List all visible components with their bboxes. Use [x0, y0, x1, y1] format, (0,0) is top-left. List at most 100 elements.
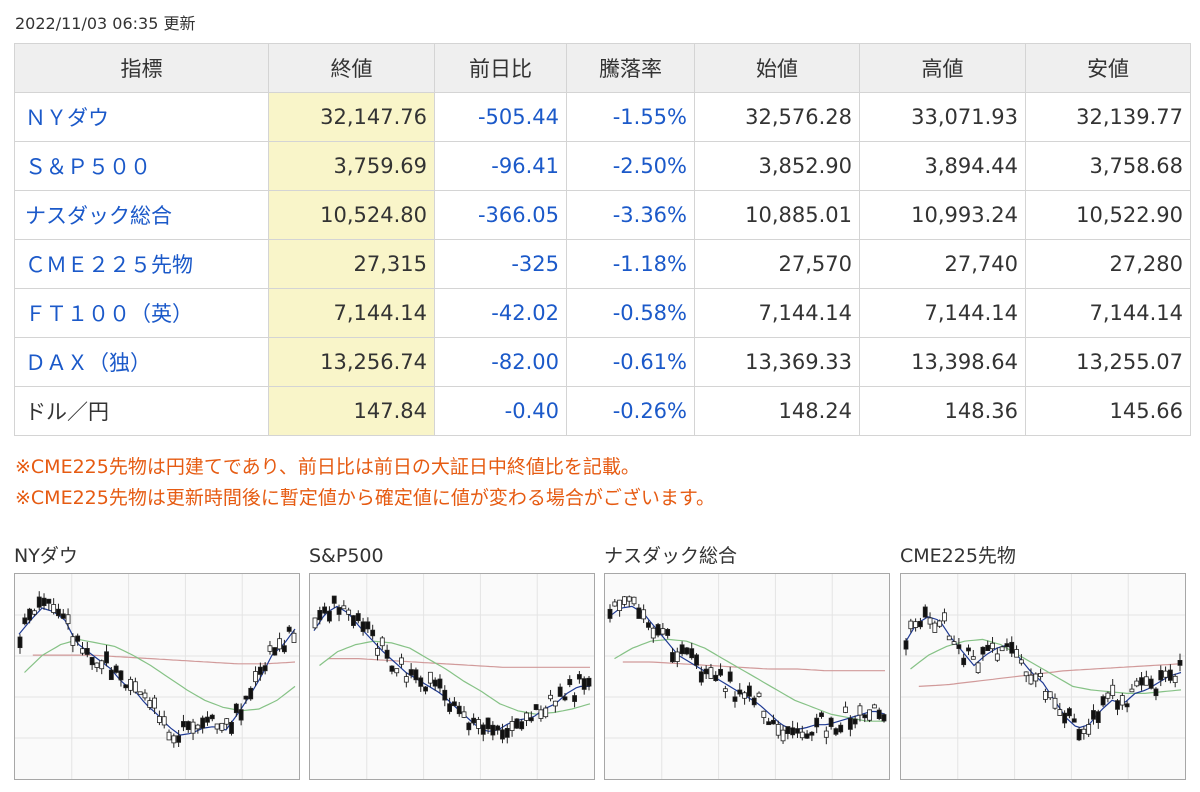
change-value: -505.44 [434, 92, 567, 142]
candle-up [166, 731, 172, 741]
candle-up [214, 723, 220, 730]
candle-down [89, 657, 95, 666]
candle-down [336, 607, 342, 615]
chart-cme225[interactable]: CME225先物 [900, 543, 1187, 780]
candle-up [660, 628, 666, 635]
index-link-dax[interactable]: ＤＡＸ（独） [14, 337, 269, 387]
candle-down [956, 644, 962, 649]
candle-down [286, 626, 292, 632]
close-value: 10,524.80 [268, 190, 435, 240]
index-link-sp500[interactable]: Ｓ＆Ｐ５００ [14, 141, 269, 191]
candle-up [857, 705, 863, 716]
candlestick-chart[interactable] [901, 574, 1185, 779]
close-value: 147.84 [268, 386, 435, 436]
candle-up [927, 617, 933, 625]
open-value: 32,576.28 [694, 92, 860, 142]
short-moving-average-line [608, 605, 886, 731]
candle-down [876, 709, 882, 720]
candle-up [1014, 649, 1019, 658]
candlestick-chart[interactable] [605, 574, 889, 779]
candle-down [466, 722, 472, 731]
change-percent-value: -1.18% [566, 239, 695, 289]
candle-up [1134, 680, 1140, 687]
candle-down [1148, 678, 1154, 689]
candle-down [41, 597, 47, 607]
candle-down [1153, 688, 1159, 697]
candle-up [1052, 697, 1058, 709]
short-moving-average-line [904, 616, 1182, 729]
index-link-nasdaq[interactable]: ナスダック総合 [14, 190, 269, 240]
candle-down [737, 689, 743, 695]
candle-down [751, 697, 757, 706]
candle-down [22, 617, 28, 625]
close-value: 32,147.76 [268, 92, 435, 142]
candle-down [1009, 641, 1015, 654]
index-link-cme225[interactable]: ＣＭＥ２２５先物 [14, 239, 269, 289]
chart-frame[interactable] [604, 573, 890, 780]
high-value: 10,993.24 [859, 190, 1026, 240]
low-value: 13,255.07 [1025, 337, 1191, 387]
candlestick-chart[interactable] [15, 574, 299, 779]
candle-up [80, 648, 85, 654]
candle-up [476, 719, 481, 729]
candle-up [253, 671, 258, 683]
low-value: 145.66 [1025, 386, 1191, 436]
chart-nasdaq[interactable]: ナスダック総合 [604, 543, 891, 780]
chart-frame[interactable] [900, 573, 1186, 780]
candle-down [471, 717, 477, 724]
chart-frame[interactable] [309, 573, 595, 780]
header-close: 終値 [268, 43, 435, 93]
change-value: -0.40 [434, 386, 567, 436]
chart-ny-dow[interactable]: NYダウ [14, 543, 301, 780]
candle-up [543, 707, 549, 718]
candle-up [1110, 684, 1116, 696]
candlestick-chart[interactable] [310, 574, 594, 779]
candle-up [761, 710, 767, 718]
candle-up [641, 609, 647, 620]
header-indicator: 指標 [14, 43, 269, 93]
table-row: ドル／円 147.84 -0.40 -0.26% 148.24 148.36 1… [14, 386, 1191, 436]
change-percent-value: -3.36% [566, 190, 695, 240]
candle-up [871, 704, 877, 709]
candle-up [756, 692, 762, 697]
candle-down [389, 665, 395, 672]
candle-up [379, 637, 385, 647]
chart-sp500[interactable]: S&P500 [309, 543, 596, 780]
candle-up [908, 620, 914, 630]
candle-up [267, 645, 273, 652]
candle-down [771, 719, 776, 725]
candle-down [1139, 677, 1144, 686]
candle-down [322, 606, 328, 614]
long-moving-average-line [32, 654, 296, 665]
candle-up [799, 731, 805, 739]
candle-up [1172, 675, 1178, 683]
open-value: 27,570 [694, 239, 860, 289]
candle-down [646, 622, 651, 628]
candle-up [51, 604, 57, 613]
candle-up [674, 651, 680, 662]
candle-down [1091, 710, 1096, 720]
index-link-ny-dow[interactable]: ＮＹダウ [14, 92, 269, 142]
candle-down [229, 721, 234, 734]
change-value: -366.05 [434, 190, 567, 240]
candle-up [1018, 659, 1024, 664]
candle-up [708, 667, 714, 679]
candle-down [423, 686, 428, 692]
candle-down [233, 703, 239, 714]
candle-up [548, 694, 553, 700]
candle-down [365, 621, 371, 630]
candle-down [689, 648, 695, 659]
candle-up [722, 688, 728, 692]
chart-frame[interactable] [14, 573, 300, 780]
candle-up [970, 656, 976, 660]
index-link-ft100[interactable]: ＦＴ１００（英） [14, 288, 269, 338]
candle-down [485, 717, 491, 730]
candle-up [1047, 691, 1053, 699]
candle-down [528, 717, 534, 722]
high-value: 13,398.64 [859, 337, 1026, 387]
candle-down [418, 677, 424, 687]
change-value: -96.41 [434, 141, 567, 191]
candle-down [118, 670, 124, 681]
low-value: 3,758.68 [1025, 141, 1191, 191]
candle-down [1158, 670, 1164, 681]
